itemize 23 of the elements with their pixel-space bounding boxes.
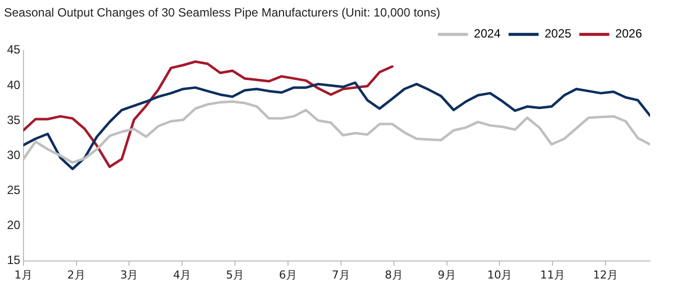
x-tick-label: 3月: [120, 268, 138, 282]
x-tick-label: 12月: [593, 268, 618, 282]
x-tick-label: 7月: [332, 268, 350, 282]
x-tick-label: 9月: [438, 268, 456, 282]
x-tick-label: 4月: [173, 268, 192, 282]
y-tick-label: 40: [6, 78, 21, 92]
x-tick-label: 5月: [226, 268, 244, 282]
y-tick-label: 20: [6, 218, 21, 232]
x-tick-label: 2月: [67, 268, 86, 282]
y-tick-label: 15: [6, 253, 21, 268]
y-tick-label: 25: [6, 182, 21, 197]
x-tick-label: 10月: [487, 268, 512, 282]
legend-label: 2024: [474, 26, 501, 41]
y-tick-label: 45: [6, 42, 21, 57]
chart-title: Seasonal Output Changes of 30 Seamless Pipe Manufacturers (Unit: 10,000 tons): [4, 6, 440, 20]
x-tick-label: 11月: [540, 268, 566, 282]
x-tick-label: 1月: [14, 268, 32, 282]
x-tick-label: 6月: [278, 268, 297, 282]
y-tick-label: 35: [6, 112, 21, 127]
y-tick-label: 30: [6, 148, 21, 162]
legend-label: 2026: [615, 26, 642, 41]
legend-label: 2025: [544, 26, 572, 41]
x-tick-label: 8月: [384, 268, 403, 282]
